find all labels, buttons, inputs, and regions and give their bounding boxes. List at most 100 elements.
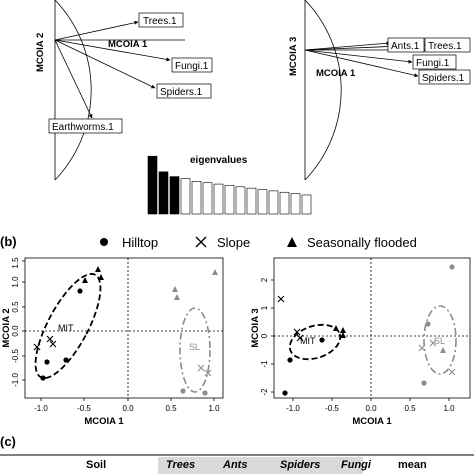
eigenvalue-bar — [246, 187, 257, 215]
point-slope — [46, 335, 54, 343]
legend-flooded: Seasonally flooded — [307, 235, 417, 250]
vector-label: Spiders.1 — [422, 73, 465, 84]
x-tick-label: 1.0 — [443, 404, 455, 413]
vector-label-box — [412, 54, 457, 70]
correlation-circle — [54, 0, 92, 181]
vector-label: Spiders.1 — [160, 87, 203, 98]
x-axis-title: MCOIA 1 — [352, 416, 392, 427]
point-hilltop — [202, 390, 208, 396]
y-tick-label: 1.5 — [11, 257, 20, 269]
column-header-fungi: Fungi — [341, 459, 371, 471]
point-flooded — [98, 274, 104, 280]
y-tick-label: 0 — [260, 333, 269, 338]
y-axis-label: MCOIA 3 — [288, 37, 299, 76]
x-tick-label: 0.0 — [365, 404, 377, 413]
x-tick-label: 0.0 — [122, 404, 134, 413]
vector-label-box — [48, 118, 123, 134]
vector-label: Earthworms.1 — [52, 122, 114, 133]
point-flooded — [174, 294, 180, 300]
point-flooded — [95, 266, 101, 272]
panel-c-header-row: Soil Trees Ants Spiders Fungi mean — [0, 456, 474, 474]
column-header-spiders: Spiders — [280, 459, 321, 471]
point-flooded — [333, 325, 339, 331]
vector-label: Ants.1 — [391, 41, 420, 52]
vector-label-box — [156, 83, 212, 99]
point-flooded — [340, 327, 346, 333]
group-label-sl: SL — [434, 336, 445, 346]
group-label-mit: MIT — [300, 336, 316, 346]
y-tick-label: -1.0 — [11, 373, 20, 387]
eigenvalue-bar — [191, 181, 202, 215]
vector-label: Trees.1 — [428, 41, 462, 52]
panel-a-left-plot: Trees.1 Fungi.1 Spiders.1 Earthworms.1 M… — [35, 0, 213, 181]
point-slope — [448, 368, 456, 376]
point-slope — [33, 343, 41, 351]
vector-arrow — [54, 39, 171, 62]
legend-slope: Slope — [217, 235, 250, 250]
y-tick-label: 1.0 — [11, 276, 20, 288]
y-ticks — [271, 279, 274, 393]
eigenvalue-bar — [268, 190, 279, 215]
eigenvalue-bars — [147, 155, 312, 215]
panel-c-tag: (c) — [0, 434, 16, 449]
x-tick-label: -1.0 — [34, 404, 48, 413]
shaded-header-band — [158, 457, 363, 474]
panel-b-right-plot: MIT SL -1.0 -0.5 0.0 0.5 1.0 — [250, 257, 471, 427]
eigenvalue-bar — [257, 189, 268, 215]
point-flooded — [82, 277, 88, 283]
vector-arrow — [304, 49, 413, 64]
point-hilltop — [319, 337, 325, 343]
vector-label-box — [387, 37, 425, 53]
group-ellipse-sl — [423, 305, 457, 375]
eigenvalue-bar — [202, 182, 213, 215]
legend: Hilltop Slope Seasonally flooded — [100, 235, 417, 250]
plot-frame — [24, 257, 224, 399]
point-hilltop — [449, 264, 455, 270]
vector-arrow — [304, 41, 391, 51]
eigenvalue-bar — [235, 186, 246, 215]
y-tick-label: 0.0 — [11, 325, 20, 337]
point-flooded — [340, 332, 346, 338]
eigenvalue-bar — [290, 193, 301, 215]
point-hilltop — [287, 357, 293, 363]
point-flooded — [172, 286, 178, 292]
y-ticks — [22, 260, 25, 381]
vector-label-box — [171, 57, 213, 73]
vector-arrow — [54, 39, 93, 119]
vector-arrow — [54, 39, 156, 89]
point-slope — [197, 364, 205, 372]
eigenvalue-bar — [169, 176, 180, 215]
slope-marker — [195, 236, 207, 248]
y-tick-label: -1 — [260, 360, 269, 368]
eigenvalue-bar — [224, 185, 235, 215]
group-label-sl: SL — [189, 342, 200, 352]
column-header-trees: Trees — [166, 459, 196, 471]
point-flooded — [212, 269, 218, 275]
group-ellipse-sl — [179, 307, 211, 393]
point-slope — [429, 339, 437, 347]
eigenvalue-bar — [301, 194, 312, 215]
point-slope — [418, 344, 426, 352]
x-axis-title: MCOIA 1 — [84, 416, 124, 427]
point-hilltop — [421, 380, 427, 386]
x-axis-label: MCOIA 1 — [316, 68, 356, 79]
eigenvalue-bar — [180, 178, 191, 215]
vector-label: Fungi.1 — [416, 58, 450, 69]
column-header-ants: Ants — [223, 459, 248, 471]
y-tick-label: 2 — [260, 277, 269, 282]
x-ticks — [292, 398, 450, 401]
panel-b-tag: (b) — [0, 234, 17, 249]
vector-label-box — [424, 37, 471, 53]
y-axis-title: MCOIA 2 — [1, 308, 12, 347]
point-hilltop — [40, 375, 46, 381]
point-hilltop — [44, 359, 50, 365]
vector-arrow — [304, 49, 419, 78]
vector-label: Trees.1 — [143, 16, 177, 27]
x-tick-label: -0.5 — [77, 404, 91, 413]
eigenvalue-bar — [158, 171, 169, 215]
point-hilltop — [425, 321, 431, 327]
group-label-mit: MIT — [58, 323, 74, 333]
y-axis-title: MCOIA 3 — [250, 308, 261, 347]
y-tick-label: -0.5 — [11, 349, 20, 363]
